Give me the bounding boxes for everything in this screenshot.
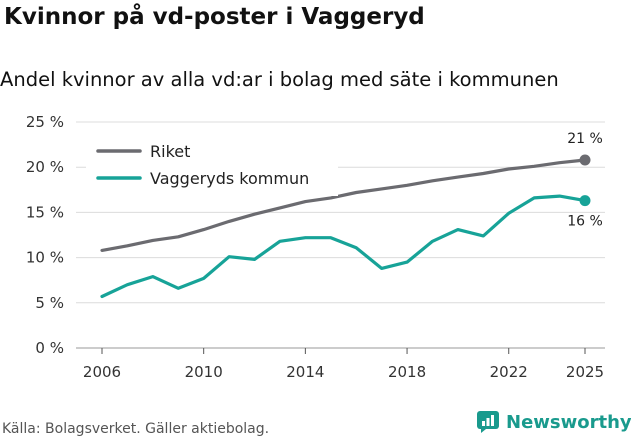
series-line-0: [100, 158, 587, 252]
x-tick-label: 2014: [286, 363, 324, 381]
legend-label-0: Riket: [150, 142, 190, 161]
series-end-label-1: 16 %: [567, 214, 603, 230]
source-note: Källa: Bolagsverket. Gäller aktiebolag.: [2, 421, 270, 437]
x-tick-label: 2006: [83, 363, 121, 381]
series-end-point-0: [579, 154, 591, 166]
x-tick-label: 2010: [185, 363, 223, 381]
legend-box: [86, 136, 338, 196]
y-tick-label: 15 %: [26, 203, 64, 221]
series-line-1: [100, 194, 587, 299]
newsworthy-icon: [477, 411, 499, 433]
newsworthy-logo: Newsworthy: [476, 410, 631, 434]
brand-name: Newsworthy: [506, 411, 631, 433]
y-tick-label: 5 %: [35, 294, 64, 312]
y-tick-label: 20 %: [26, 158, 64, 176]
chart-subtitle: Andel kvinnor av alla vd:ar i bolag med …: [0, 68, 559, 91]
x-tick-label: 2025: [566, 363, 604, 381]
legend-label-1: Vaggeryds kommun: [150, 169, 309, 188]
y-tick-label: 25 %: [26, 113, 64, 131]
series-end-label-0: 21 %: [567, 131, 603, 147]
y-tick-label: 0 %: [35, 339, 64, 357]
x-tick-label: 2022: [490, 363, 528, 381]
x-tick-label: 2018: [388, 363, 426, 381]
y-tick-label: 10 %: [26, 249, 64, 267]
chart-title: Kvinnor på vd-poster i Vaggeryd: [4, 4, 425, 30]
series-end-point-1: [579, 195, 591, 207]
